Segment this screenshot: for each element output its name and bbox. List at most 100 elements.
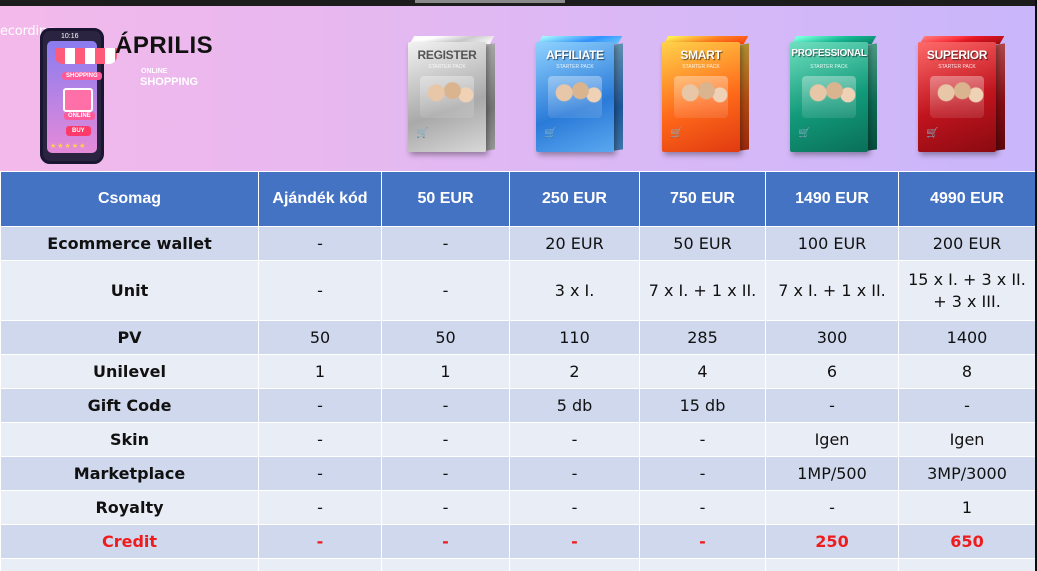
table-cell: - <box>509 490 640 525</box>
table-row-partial <box>0 558 1035 571</box>
people-photo <box>802 76 856 118</box>
row-label: Royalty <box>0 490 259 525</box>
people-photo <box>420 76 474 118</box>
row-label: PV <box>0 320 259 355</box>
table-cell <box>381 558 510 571</box>
table-cell <box>0 558 259 571</box>
table-cell: 4 <box>639 354 766 389</box>
table-row: Unit - - 3 x I. 7 x I. + 1 x II. 7 x I. … <box>0 260 1035 321</box>
table-cell: 1400 <box>898 320 1035 355</box>
cart-logo-icon: 🛒 <box>926 128 939 139</box>
table-cell: - <box>639 524 766 559</box>
table-cell: - <box>381 226 510 261</box>
cart-logo-icon: 🛒 <box>670 128 683 139</box>
top-bar-strip <box>415 0 565 3</box>
table-cell: - <box>765 490 899 525</box>
shopping-cart-icon <box>63 88 93 112</box>
buy-badge: BUY <box>66 126 91 136</box>
header-750-eur: 750 EUR <box>639 171 766 227</box>
table-cell: 100 EUR <box>765 226 899 261</box>
table-cell: - <box>765 388 899 423</box>
table-row: Gift Code - - 5 db 15 db - - <box>0 388 1035 423</box>
people-photo <box>548 76 602 118</box>
pack-sub: STARTER PACK <box>810 64 848 70</box>
affiliate-pack-image: AFFILIATE STARTER PACK 🛒 <box>536 34 624 152</box>
table-cell: Igen <box>765 422 899 457</box>
table-cell: 6 <box>765 354 899 389</box>
table-row: Ecommerce wallet - - 20 EUR 50 EUR 100 E… <box>0 226 1035 261</box>
row-label: Credit <box>0 524 259 559</box>
promo-banner: ecording 10:16 SHOPPING ONLINE BUY ★★★★★… <box>0 6 1035 171</box>
table-row: Skin - - - - Igen Igen <box>0 422 1035 457</box>
cart-logo-icon: 🛒 <box>416 128 429 139</box>
table-cell: - <box>258 490 382 525</box>
table-cell: 50 <box>381 320 510 355</box>
table-cell: - <box>381 388 510 423</box>
row-label: Unilevel <box>0 354 259 389</box>
table-cell: 8 <box>898 354 1035 389</box>
phone-time: 10:16 <box>61 33 79 40</box>
table-row: Unilevel 1 1 2 4 6 8 <box>0 354 1035 389</box>
header-csomag: Csomag <box>0 171 259 227</box>
table-cell: Igen <box>898 422 1035 457</box>
table-cell: 15 db <box>639 388 766 423</box>
table-cell: 7 x I. + 1 x II. <box>765 260 899 321</box>
table-cell: - <box>381 260 510 321</box>
table-cell: - <box>898 388 1035 423</box>
pack-sub: STARTER PACK <box>938 64 976 70</box>
pack-sub: STARTER PACK <box>682 64 720 70</box>
table-cell: 3 x I. <box>509 260 640 321</box>
header-1490-eur: 1490 EUR <box>765 171 899 227</box>
table-cell <box>765 558 899 571</box>
row-label: Ecommerce wallet <box>0 226 259 261</box>
table-cell: - <box>258 422 382 457</box>
table-cell: 50 <box>258 320 382 355</box>
table-cell: 1 <box>258 354 382 389</box>
rating-stars-icon: ★★★★★ <box>50 143 87 150</box>
table-row: PV 50 50 110 285 300 1400 <box>0 320 1035 355</box>
pack-name: SUPERIOR <box>926 48 988 62</box>
table-cell <box>258 558 382 571</box>
banner-subtitle: SHOPPING <box>140 76 199 88</box>
table-cell: - <box>381 490 510 525</box>
people-photo <box>674 76 728 118</box>
table-cell: - <box>639 456 766 491</box>
table-cell: - <box>509 422 640 457</box>
row-label: Skin <box>0 422 259 457</box>
pack-sub: STARTER PACK <box>556 64 594 70</box>
banner-title: ÁPRILIS <box>115 32 214 59</box>
table-cell: - <box>381 422 510 457</box>
table-cell: 50 EUR <box>639 226 766 261</box>
table-cell: 5 db <box>509 388 640 423</box>
people-photo <box>930 76 984 118</box>
header-50-eur: 50 EUR <box>381 171 510 227</box>
online-tag: ONLINE <box>64 112 95 120</box>
pack-name: SMART <box>680 48 722 62</box>
table-cell <box>898 558 1035 571</box>
table-cell: - <box>258 456 382 491</box>
table-cell: 250 <box>765 524 899 559</box>
shop-awning-icon <box>55 48 117 64</box>
professional-pack-image: PROFESSIONAL STARTER PACK 🛒 <box>790 34 878 152</box>
header-ajandek-kod: Ajándék kód <box>258 171 382 227</box>
table-cell: 20 EUR <box>509 226 640 261</box>
table-cell: - <box>258 260 382 321</box>
row-label: Gift Code <box>0 388 259 423</box>
table-cell: 110 <box>509 320 640 355</box>
table-cell: 15 x I. + 3 x II. + 3 x III. <box>898 260 1035 321</box>
table-cell: 300 <box>765 320 899 355</box>
table-cell: 7 x I. + 1 x II. <box>639 260 766 321</box>
table-cell: 2 <box>509 354 640 389</box>
table-cell: - <box>509 456 640 491</box>
pack-sub: STARTER PACK <box>428 64 466 70</box>
table-cell: - <box>639 422 766 457</box>
window-edge <box>1035 0 1037 571</box>
table-cell: - <box>258 226 382 261</box>
shopping-tag: SHOPPING <box>62 72 102 80</box>
table-cell: 200 EUR <box>898 226 1035 261</box>
top-bar <box>0 0 1037 6</box>
table-row: Marketplace - - - - 1MP/500 3MP/3000 <box>0 456 1035 491</box>
table-cell: 3MP/3000 <box>898 456 1035 491</box>
table-cell: 1 <box>381 354 510 389</box>
table-cell: 1MP/500 <box>765 456 899 491</box>
